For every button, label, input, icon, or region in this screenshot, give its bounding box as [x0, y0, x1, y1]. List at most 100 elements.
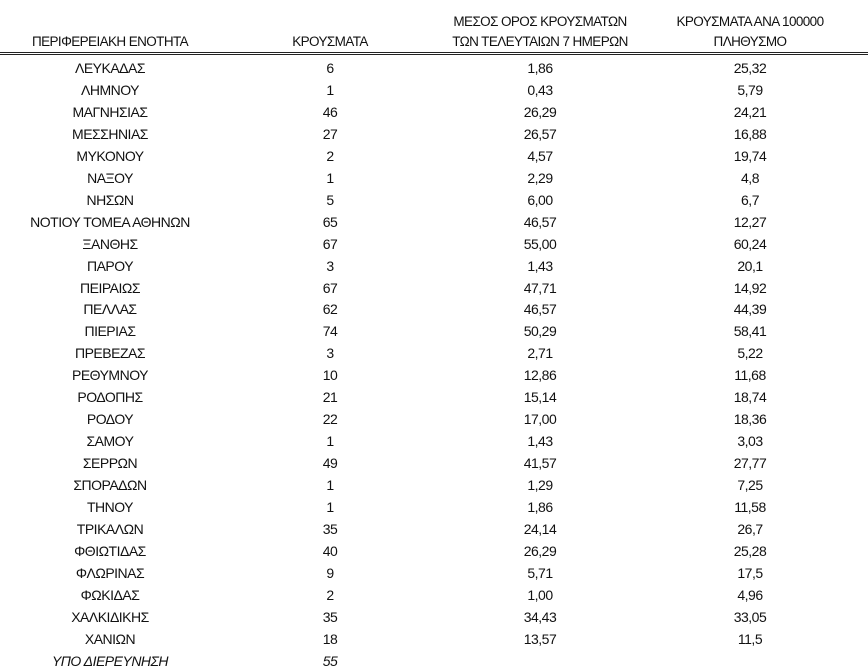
table-row: ΧΑΛΚΙΔΙΚΗΣ 35 34,43 33,05	[0, 606, 868, 628]
region-cell: ΜΑΓΝΗΣΙΑΣ	[72, 103, 148, 120]
region-cell: ΦΛΩΡΙΝΑΣ	[75, 564, 145, 581]
cases-cell: 3	[326, 345, 334, 362]
per100k-cell: 11,68	[734, 367, 766, 384]
region-cell: ΜΕΣΣΗΝΙΑΣ	[72, 125, 148, 142]
region-cell: ΠΑΡΟΥ	[86, 257, 134, 274]
region-cell: ΡΕΘΥΜΝΟΥ	[71, 367, 149, 384]
table-row: ΡΟΔΟΥ 22 17,00 18,36	[0, 408, 868, 430]
cases-cell: 74	[322, 323, 338, 340]
region-cell: ΧΑΝΙΩΝ	[84, 630, 136, 647]
region-cell: ΣΑΜΟΥ	[86, 433, 134, 450]
region-cell: ΥΠΟ ΔΙΕΡΕΥΝΗΣΗ	[51, 652, 169, 669]
region-cell: ΞΑΝΘΗΣ	[82, 235, 138, 252]
per100k-cell: 11,58	[734, 499, 766, 516]
region-cell: ΜΥΚΟΝΟΥ	[76, 147, 144, 164]
table-row: ΤΡΙΚΑΛΩΝ 35 24,14 26,7	[0, 518, 868, 540]
table-row: ΠΕΛΛΑΣ 62 46,57 44,39	[0, 298, 868, 320]
avg7-cell: 47,71	[523, 279, 557, 296]
cases-cell: 62	[322, 301, 338, 318]
per100k-cell: 5,22	[737, 345, 763, 362]
region-cell: ΠΕΙΡΑΙΩΣ	[80, 279, 140, 296]
avg7-cell: 34,43	[523, 608, 557, 625]
region-cell: ΡΟΔΟΠΗΣ	[77, 389, 143, 406]
avg7-cell: 1,00	[527, 586, 553, 603]
region-cell: ΝΗΣΩΝ	[86, 191, 134, 208]
cases-cell: 65	[322, 213, 338, 230]
avg7-cell: 26,57	[523, 125, 557, 142]
region-cell: ΝΟΤΙΟΥ ΤΟΜΕΑ ΑΘΗΝΩΝ	[30, 213, 190, 230]
header-divider	[0, 52, 868, 53]
region-cell: ΣΕΡΡΩΝ	[82, 455, 138, 472]
cases-cell: 27	[322, 125, 338, 142]
table-row: ΣΠΟΡΑΔΩΝ 1 1,29 7,25	[0, 474, 868, 496]
table-row: ΠΡΕΒΕΖΑΣ 3 2,71 5,22	[0, 342, 868, 364]
table-row: ΛΕΥΚΑΔΑΣ 6 1,86 25,32	[0, 57, 868, 79]
avg7-cell: 4,57	[527, 147, 553, 164]
cases-cell: 1	[326, 477, 334, 494]
cases-cell: 40	[322, 542, 338, 559]
cases-cell: 1	[326, 169, 334, 186]
header-cases: ΚΡΟΥΣΜΑΤΑ	[292, 34, 368, 49]
per100k-cell: 44,39	[733, 301, 767, 318]
cases-cell: 2	[326, 147, 334, 164]
table-row: ΠΕΙΡΑΙΩΣ 67 47,71 14,92	[0, 277, 868, 299]
per100k-cell: 5,79	[737, 81, 763, 98]
avg7-cell: 6,00	[527, 191, 553, 208]
region-cell: ΠΕΛΛΑΣ	[83, 301, 137, 318]
avg7-cell: 50,29	[523, 323, 557, 340]
table-row: ΦΘΙΩΤΙΔΑΣ 40 26,29 25,28	[0, 540, 868, 562]
region-cell: ΡΟΔΟΥ	[86, 411, 134, 428]
table-row: ΤΗΝΟΥ 1 1,86 11,58	[0, 496, 868, 518]
per100k-cell: 16,88	[733, 125, 767, 142]
region-cell: ΧΑΛΚΙΔΙΚΗΣ	[71, 608, 149, 625]
table-row: ΦΩΚΙΔΑΣ 2 1,00 4,96	[0, 584, 868, 606]
cases-cell: 1	[326, 499, 334, 516]
avg7-cell: 2,71	[527, 345, 553, 362]
table-row: ΜΑΓΝΗΣΙΑΣ 46 26,29 24,21	[0, 101, 868, 123]
per100k-cell: 17,5	[737, 564, 763, 581]
avg7-cell: 1,43	[527, 257, 553, 274]
region-cell: ΠΡΕΒΕΖΑΣ	[74, 345, 146, 362]
cases-cell: 35	[322, 608, 338, 625]
cases-cell: 18	[322, 630, 338, 647]
avg7-cell: 1,29	[527, 477, 553, 494]
header-per100k-line1: ΚΡΟΥΣΜΑΤΑ ΑΝΑ 100000	[676, 14, 825, 29]
region-cell: ΦΘΙΩΤΙΔΑΣ	[74, 542, 146, 559]
cases-cell: 6	[326, 60, 334, 76]
table-row: ΜΥΚΟΝΟΥ 2 4,57 19,74	[0, 145, 868, 167]
region-cell: ΣΠΟΡΑΔΩΝ	[73, 477, 147, 494]
table-row: ΧΑΝΙΩΝ 18 13,57 11,5	[0, 628, 868, 650]
table-row: ΝΟΤΙΟΥ ΤΟΜΕΑ ΑΘΗΝΩΝ 65 46,57 12,27	[0, 211, 868, 233]
per100k-cell: 14,92	[733, 279, 767, 296]
table-row: ΣΑΜΟΥ 1 1,43 3,03	[0, 430, 868, 452]
per100k-cell: 20,1	[737, 257, 763, 274]
avg7-cell: 1,43	[527, 433, 553, 450]
table-header: ΠΕΡΙΦΕΡΕΙΑΚΗ ΕΝΟΤΗΤΑ ΚΡΟΥΣΜΑΤΑ ΜΕΣΟΣ ΟΡΟ…	[0, 12, 868, 52]
cases-cell: 5	[326, 191, 334, 208]
avg7-cell: 26,29	[523, 103, 557, 120]
per100k-cell: 25,28	[733, 542, 767, 559]
per100k-cell: 18,74	[733, 389, 767, 406]
per100k-cell: 24,21	[733, 103, 767, 120]
avg7-cell: 26,29	[523, 542, 557, 559]
per100k-cell: 19,74	[733, 147, 767, 164]
per100k-cell: 12,27	[733, 213, 767, 230]
cases-cell: 35	[322, 521, 338, 538]
avg7-cell: 1,86	[527, 60, 553, 76]
header-avg7-line2: ΤΩΝ ΤΕΛΕΥΤΑΙΩΝ 7 ΗΜΕΡΩΝ	[452, 34, 628, 49]
region-cell: ΤΗΝΟΥ	[86, 499, 134, 516]
cases-cell: 2	[326, 586, 334, 603]
avg7-cell: 55,00	[523, 235, 557, 252]
avg7-cell: 24,14	[523, 521, 557, 538]
cases-cell: 1	[326, 433, 334, 450]
table-row: ΞΑΝΘΗΣ 67 55,00 60,24	[0, 233, 868, 255]
region-cell: ΛΗΜΝΟΥ	[80, 81, 140, 98]
per100k-cell: 11,5	[737, 630, 763, 647]
avg7-cell: 0,43	[527, 81, 553, 98]
table-row: ΛΗΜΝΟΥ 1 0,43 5,79	[0, 79, 868, 101]
per100k-cell: 60,24	[733, 235, 767, 252]
per100k-cell: 4,8	[741, 169, 759, 186]
per100k-cell: 58,41	[733, 323, 767, 340]
avg7-cell: 12,86	[523, 367, 557, 384]
